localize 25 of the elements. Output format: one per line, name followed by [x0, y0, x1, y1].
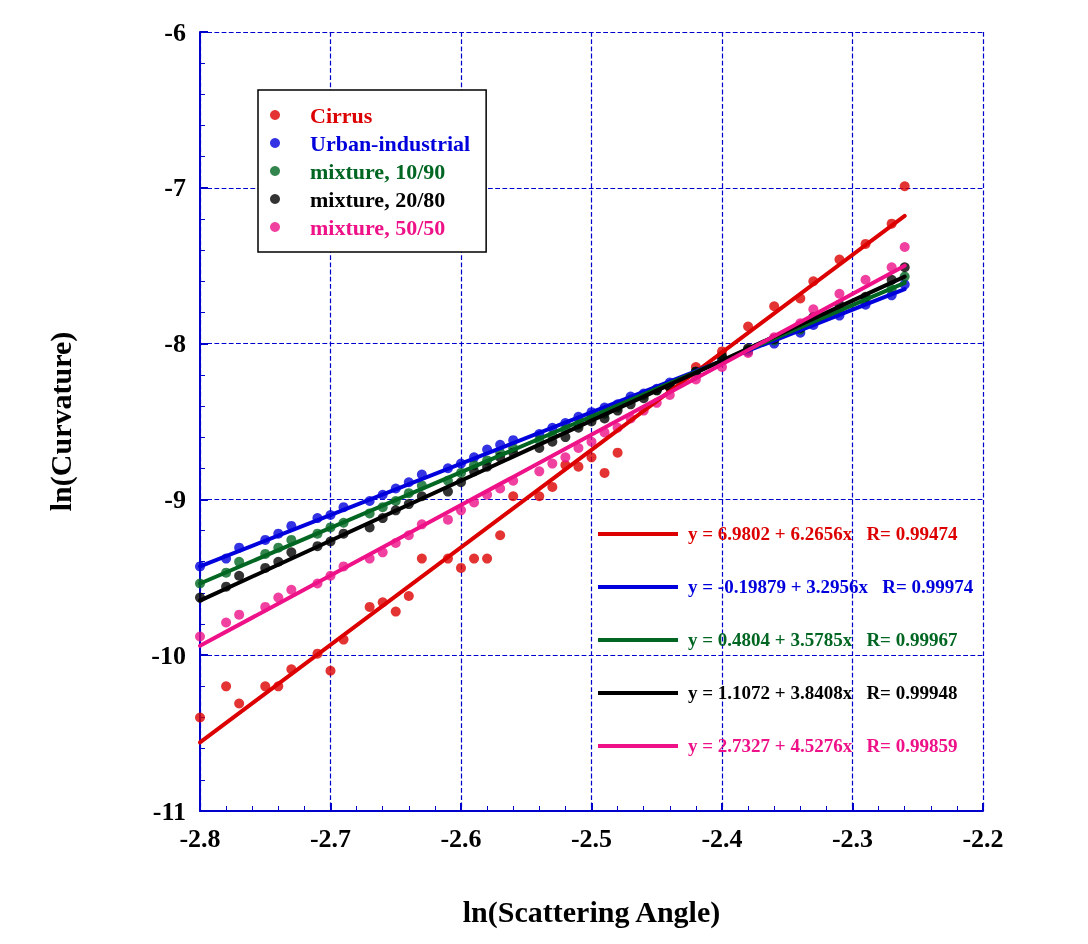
y-tick-label: -8 [164, 329, 186, 359]
x-axis-title: ln(Scattering Angle) [462, 894, 721, 929]
legend-label: mixture, 10/90 [310, 158, 446, 184]
annotation: y = 6.9802 + 6.2656x R= 0.99474 [688, 523, 958, 545]
annotation: y = -0.19879 + 3.2956x R= 0.99974 [688, 576, 974, 598]
legend-label: Urban-industrial [310, 130, 471, 156]
y-tick-label: -9 [164, 484, 186, 514]
x-tick-label: -2.4 [701, 823, 743, 853]
y-tick-label: -7 [164, 173, 186, 203]
x-tick-label: -2.3 [831, 823, 874, 853]
legend-label: mixture, 50/50 [310, 214, 446, 240]
x-tick-label: -2.5 [570, 823, 613, 853]
legend-label: Cirrus [310, 102, 373, 128]
x-tick-label: -2.2 [962, 823, 1004, 853]
y-tick-label: -6 [164, 17, 186, 47]
x-tick-label: -2.6 [440, 823, 482, 853]
x-tick-label: -2.8 [179, 823, 221, 853]
annotation: y = 0.4804 + 3.5785x R= 0.99967 [688, 629, 958, 651]
x-tick-label: -2.7 [309, 823, 352, 853]
annotation: y = 2.7327 + 4.5276x R= 0.99859 [688, 735, 958, 757]
y-tick-label: -10 [151, 640, 186, 670]
legend-label: mixture, 20/80 [310, 186, 446, 212]
y-axis-title: ln(Curvature) [43, 331, 78, 512]
y-tick-label: -11 [152, 796, 186, 826]
annotation: y = 1.1072 + 3.8408x R= 0.99948 [688, 682, 958, 704]
